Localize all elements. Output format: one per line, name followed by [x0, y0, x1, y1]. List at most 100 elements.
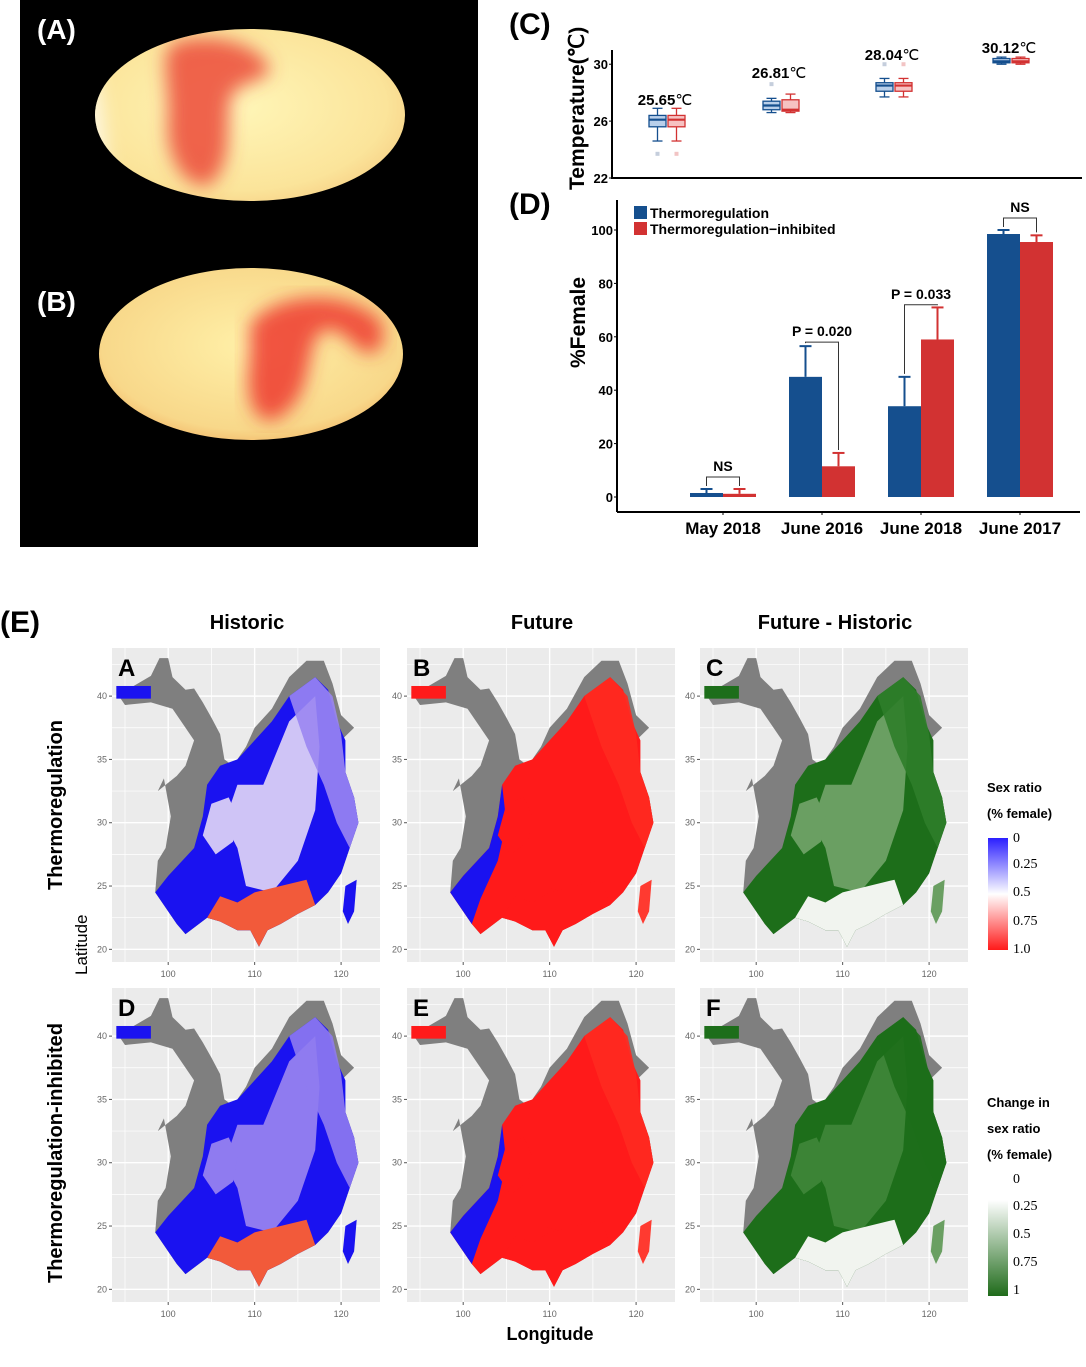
bar-inhibited — [723, 493, 756, 497]
bar-thermoregulation — [690, 492, 723, 497]
legend-swatch-thermoregulation — [634, 206, 647, 219]
map-region-west-edge — [450, 1124, 507, 1264]
egg-b-label: (B) — [37, 286, 76, 317]
y-tick-label: 0 — [606, 490, 613, 505]
box — [781, 99, 800, 112]
lat-tick-label: 30 — [685, 1158, 695, 1168]
x-tick-label: June 2017 — [979, 519, 1061, 538]
legend-title-line: (% female) — [987, 806, 1053, 821]
map-region-east — [877, 677, 947, 848]
map-region-taiwan — [637, 1219, 652, 1264]
longitude-axis-label: Longitude — [506, 1324, 594, 1344]
map-region-taiwan — [342, 1219, 357, 1264]
lat-tick-label: 35 — [685, 1094, 695, 1104]
map-region-south — [502, 879, 611, 947]
map-panel-letter: E — [413, 995, 429, 1022]
lat-tick-label: 40 — [392, 691, 402, 701]
map-region-central — [519, 696, 615, 893]
map-panel-E: E 20 25 30 35 40 100 110 120 — [392, 988, 675, 1319]
map-region-south — [795, 879, 904, 947]
significance-label: P = 0.033 — [891, 286, 951, 302]
y-tick-label: 100 — [591, 223, 613, 238]
bar-thermoregulation — [888, 406, 921, 497]
legend-tick: 0.25 — [1013, 1199, 1038, 1214]
lon-tick-label: 110 — [542, 1309, 556, 1319]
map-region-taiwan — [342, 879, 357, 924]
y-tick-label: 30 — [594, 57, 608, 72]
map-region-northwest — [116, 1025, 151, 1039]
lat-tick-label: 35 — [392, 754, 402, 764]
legend-title-line: Change in — [987, 1095, 1050, 1110]
legend-tick: 0 — [1013, 1172, 1020, 1187]
legend-tick: 0.75 — [1013, 914, 1038, 929]
significance-bracket — [1003, 217, 1037, 233]
y-tick-label: 60 — [599, 330, 613, 345]
lon-tick-label: 120 — [922, 969, 937, 979]
map-region-taiwan — [930, 1219, 945, 1264]
map-region-east — [584, 677, 654, 848]
map-region-central — [519, 1036, 615, 1233]
x-tick-label: June 2016 — [781, 519, 863, 538]
lon-tick-label: 100 — [161, 969, 176, 979]
temperature-annotation: 30.12℃ — [982, 40, 1036, 57]
lon-tick-label: 100 — [749, 969, 764, 979]
lat-tick-label: 35 — [392, 1094, 402, 1104]
significance-bracket — [904, 304, 938, 374]
lat-tick-label: 35 — [97, 1094, 107, 1104]
y-tick-label: 26 — [594, 114, 608, 129]
x-tick-label: May 2018 — [685, 519, 761, 538]
map-panel-letter: F — [706, 995, 721, 1022]
legend-title-line: sex ratio — [987, 1121, 1041, 1136]
map-region-northwest — [411, 685, 446, 699]
box-outlier — [655, 151, 660, 156]
panel-d-label: (D) — [509, 188, 551, 221]
legend-sex-ratio-colorbar — [988, 838, 1008, 950]
map-panel-F: F 20 25 30 35 40 100 110 120 — [685, 988, 968, 1319]
legend-tick: 0.25 — [1013, 857, 1038, 872]
map-region-south — [207, 1219, 316, 1287]
x-tick-label: June 2018 — [880, 519, 962, 538]
map-panel-B: B 20 25 30 35 40 100 110 120 — [392, 648, 675, 979]
sex-ratio-maps: A 20 25 30 35 40 100 110 120 B 20 25 30 35 40 100 110 120… — [97, 648, 968, 1319]
bar-inhibited — [822, 466, 855, 497]
significance-bracket — [805, 341, 839, 450]
lon-tick-label: 100 — [456, 969, 471, 979]
lat-tick-label: 30 — [392, 1158, 402, 1168]
legend-tick: 0.5 — [1013, 1227, 1031, 1242]
map-panel-letter: D — [118, 995, 135, 1022]
significance-label: NS — [713, 458, 732, 474]
lon-tick-label: 120 — [334, 969, 349, 979]
y-axis-label: %Female — [567, 277, 590, 368]
lat-tick-label: 30 — [97, 818, 107, 828]
panel-c-label: (C) — [509, 8, 551, 41]
temperature-boxplot: 22 26 30 Temperature(℃) 25.65℃ 26.81℃ 28.04℃ 30… — [566, 27, 1082, 190]
lon-tick-label: 110 — [835, 1309, 849, 1319]
lat-tick-label: 25 — [685, 1221, 695, 1231]
box — [894, 82, 913, 92]
map-region-east — [289, 1017, 359, 1188]
significance-label: NS — [1010, 199, 1029, 215]
legend-change-title: Change in sex ratio (% female) — [987, 1090, 1052, 1168]
map-panel-letter: A — [118, 655, 135, 682]
box-outlier — [882, 62, 887, 67]
y-tick-label: 22 — [594, 171, 608, 186]
y-tick-label: 80 — [599, 276, 613, 291]
legend-label-thermoregulation: Thermoregulation — [650, 205, 769, 221]
map-panel-D: D 20 25 30 35 40 100 110 120 — [97, 988, 380, 1319]
map-region-central — [812, 1036, 908, 1233]
legend-sex-ratio-title: Sex ratio (% female) — [987, 775, 1052, 827]
lat-tick-label: 30 — [685, 818, 695, 828]
lon-tick-label: 110 — [542, 969, 556, 979]
map-region-west — [790, 797, 826, 855]
lat-tick-label: 35 — [97, 754, 107, 764]
box — [875, 82, 894, 92]
egg-a-label: (A) — [37, 14, 76, 45]
map-region-northwest — [116, 685, 151, 699]
column-title-difference: Future - Historic — [757, 612, 913, 634]
bar-thermoregulation — [987, 234, 1020, 497]
map-region-northwest — [704, 1025, 739, 1039]
map-region-south — [795, 1219, 904, 1287]
lat-tick-label: 40 — [685, 1031, 695, 1041]
lat-tick-label: 20 — [685, 1284, 695, 1294]
legend-tick: 1.0 — [1013, 942, 1031, 957]
